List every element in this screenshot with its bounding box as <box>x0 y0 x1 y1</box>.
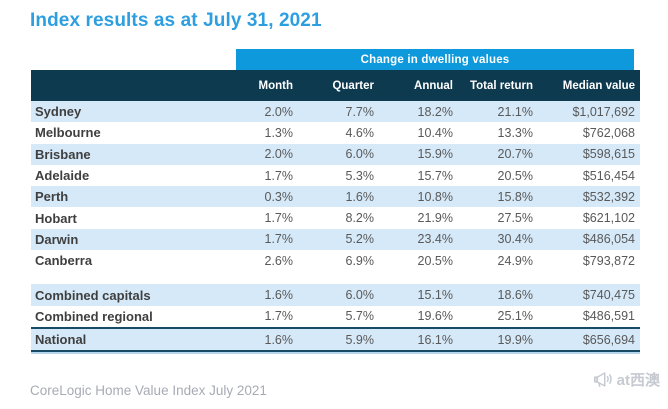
source-caption: CoreLogic Home Value Index July 2021 <box>30 383 267 398</box>
cell-month: 1.7% <box>264 211 294 226</box>
row-name: Hobart <box>35 210 77 226</box>
cell-median-value: $598,615 <box>582 147 635 162</box>
table-row: Combined regional 1.7% 5.7% 19.6% 25.1% $486,… <box>31 306 640 327</box>
cell-month: 1.3% <box>264 125 294 140</box>
watermark: at西澳 <box>591 368 660 390</box>
cell-median-value: $532,392 <box>582 189 635 204</box>
table-row: Combined capitals 1.6% 6.0% 15.1% 18.6% $740,… <box>31 284 640 306</box>
table-header-row: Month Quarter Annual Total return Median… <box>31 70 640 101</box>
cell-month: 2.6% <box>264 253 294 268</box>
cell-month: 1.7% <box>264 309 294 324</box>
row-name: Combined regional <box>35 308 153 324</box>
cell-total-return: 18.6% <box>497 288 533 303</box>
dwelling-values-table: Change in dwelling values Month Quarter … <box>31 49 640 353</box>
page-title: Index results as at July 31, 2021 <box>30 10 322 31</box>
cell-total-return: 20.5% <box>497 168 533 183</box>
megaphone-icon <box>593 372 612 388</box>
cell-annual: 15.9% <box>417 147 453 162</box>
cell-quarter: 1.6% <box>345 189 375 204</box>
cell-annual: 15.7% <box>417 168 453 183</box>
cell-total-return: 15.8% <box>497 189 533 204</box>
cell-month: 1.6% <box>264 288 294 303</box>
cell-median-value: $516,454 <box>582 168 635 183</box>
column-header-total-return: Total return <box>469 79 533 92</box>
cell-median-value: $486,591 <box>582 309 635 324</box>
cell-quarter: 6.0% <box>345 147 375 162</box>
row-name: Brisbane <box>35 146 91 162</box>
cell-quarter: 5.3% <box>345 168 375 183</box>
cell-quarter: 4.6% <box>345 125 375 140</box>
cell-annual: 21.9% <box>417 211 453 226</box>
cell-month: 2.0% <box>264 104 294 119</box>
cell-annual: 10.8% <box>417 189 453 204</box>
cell-annual: 20.5% <box>417 253 453 268</box>
table-row: Sydney 2.0% 7.7% 18.2% 21.1% $1,017,692 <box>31 101 640 123</box>
cell-quarter: 8.2% <box>345 211 375 226</box>
cell-month: 0.3% <box>264 189 294 204</box>
cell-annual: 18.2% <box>417 104 453 119</box>
row-name: Darwin <box>35 231 79 247</box>
cell-annual: 23.4% <box>417 232 453 247</box>
column-header-median-value: Median value <box>562 79 635 92</box>
cell-total-return: 25.1% <box>497 309 533 324</box>
section-gap <box>31 271 640 285</box>
cell-month: 1.7% <box>264 232 294 247</box>
cell-median-value: $793,872 <box>582 253 635 268</box>
cell-total-return: 19.9% <box>497 332 533 347</box>
table-row: Canberra 2.6% 6.9% 20.5% 24.9% $793,872 <box>31 250 640 271</box>
row-name: Sydney <box>35 104 82 120</box>
cell-quarter: 5.9% <box>345 332 375 347</box>
cell-month: 2.0% <box>264 147 294 162</box>
cell-median-value: $740,475 <box>582 288 635 303</box>
column-header-month: Month <box>258 79 293 92</box>
table-row: Brisbane 2.0% 6.0% 15.9% 20.7% $598,615 <box>31 143 640 165</box>
table-row: Darwin 1.7% 5.2% 23.4% 30.4% $486,054 <box>31 228 640 251</box>
cell-median-value: $656,694 <box>582 332 635 347</box>
cell-median-value: $762,068 <box>582 125 635 140</box>
column-header-quarter: Quarter <box>332 79 374 92</box>
row-name: Perth <box>35 189 69 205</box>
cell-annual: 15.1% <box>417 288 453 303</box>
cell-total-return: 13.3% <box>497 125 533 140</box>
cell-annual: 10.4% <box>417 125 453 140</box>
table-row: Melbourne 1.3% 4.6% 10.4% 13.3% $762,068 <box>31 122 640 143</box>
row-name: Canberra <box>35 253 93 269</box>
cell-total-return: 27.5% <box>497 211 533 226</box>
cell-total-return: 20.7% <box>497 147 533 162</box>
table-row: National 1.6% 5.9% 16.1% 19.9% $656,694 <box>31 326 640 353</box>
cell-annual: 19.6% <box>417 309 453 324</box>
cell-quarter: 6.9% <box>345 253 375 268</box>
band-label: Change in dwelling values <box>360 53 510 66</box>
column-header-annual: Annual <box>414 79 453 92</box>
cell-month: 1.6% <box>264 332 294 347</box>
cell-annual: 16.1% <box>417 332 453 347</box>
cell-total-return: 24.9% <box>497 253 533 268</box>
cell-quarter: 5.2% <box>345 232 375 247</box>
dwelling-values-band: Change in dwelling values <box>236 49 634 70</box>
watermark-label: at西澳 <box>616 371 660 389</box>
cell-month: 1.7% <box>264 168 294 183</box>
cell-total-return: 21.1% <box>497 104 533 119</box>
cell-total-return: 30.4% <box>497 232 533 247</box>
cell-median-value: $621,102 <box>582 211 635 226</box>
cell-median-value: $486,054 <box>582 232 635 247</box>
cell-quarter: 5.7% <box>345 309 375 324</box>
table-row: Hobart 1.7% 8.2% 21.9% 27.5% $621,102 <box>31 207 640 228</box>
table-body: Sydney 2.0% 7.7% 18.2% 21.1% $1,017,692 Melbou… <box>31 101 640 353</box>
row-name: National <box>35 332 87 348</box>
row-name: Adelaide <box>35 168 90 184</box>
row-name: Melbourne <box>35 125 101 141</box>
cell-quarter: 7.7% <box>345 104 375 119</box>
cell-quarter: 6.0% <box>345 288 375 303</box>
table-row: Perth 0.3% 1.6% 10.8% 15.8% $532,392 <box>31 186 640 208</box>
row-name: Combined capitals <box>35 287 151 303</box>
cell-median-value: $1,017,692 <box>572 104 635 119</box>
table-row: Adelaide 1.7% 5.3% 15.7% 20.5% $516,454 <box>31 165 640 186</box>
